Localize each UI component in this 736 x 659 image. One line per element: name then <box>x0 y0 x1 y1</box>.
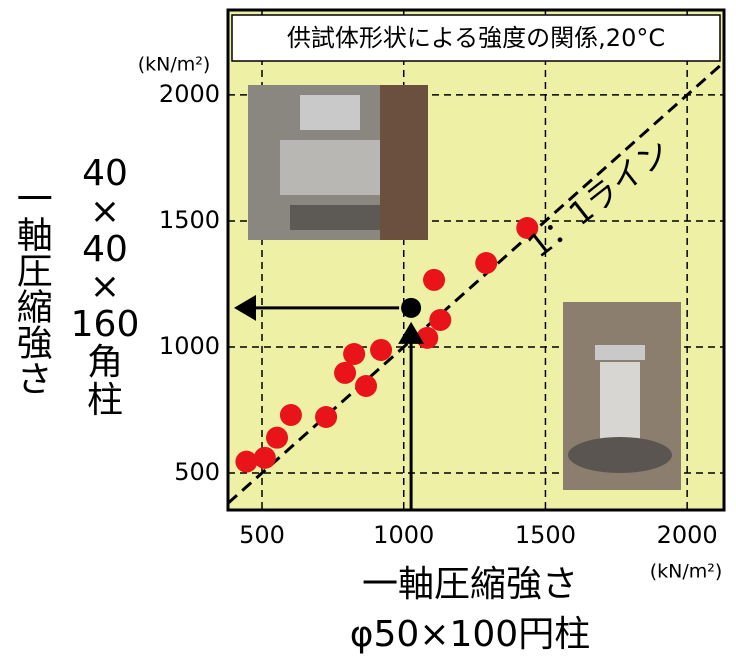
point <box>343 343 365 365</box>
point <box>429 309 451 331</box>
highlight-point <box>401 298 421 318</box>
point <box>355 375 377 397</box>
point <box>334 362 356 384</box>
photo-part <box>280 140 385 195</box>
x-tick-label: 500 <box>239 521 285 549</box>
y-tick-label: 500 <box>174 458 220 486</box>
point <box>475 252 497 274</box>
photo-part <box>380 85 428 240</box>
point <box>280 404 302 426</box>
photo-part <box>600 362 640 440</box>
photo-part <box>300 95 360 130</box>
photo-prism-test <box>248 85 428 240</box>
x-tick-label: 1500 <box>515 521 576 549</box>
y-tick-label: 1000 <box>159 332 220 360</box>
point <box>266 427 288 449</box>
point <box>315 406 337 428</box>
x-axis-label: 一軸圧縮強さ <box>362 564 578 605</box>
y-tick-label: 1500 <box>159 206 220 234</box>
chart-title: 供試体形状による強度の関係,20°C <box>287 24 665 52</box>
y-tick-label: 2000 <box>159 80 220 108</box>
point <box>423 269 445 291</box>
point <box>370 339 392 361</box>
point <box>235 451 257 473</box>
photo-cylinder-test <box>563 302 681 490</box>
photo-part <box>595 345 645 360</box>
y-axis-label: 一軸圧縮強さ <box>12 180 50 396</box>
x-tick-label: 2000 <box>657 521 718 549</box>
y-unit: (kN/m²) <box>138 54 211 76</box>
x-axis-label-2: φ50×100円柱 <box>350 614 590 655</box>
point <box>254 447 276 469</box>
x-tick-label: 1000 <box>373 521 434 549</box>
photo-part <box>568 437 672 473</box>
page: {"chart_data": { "type": "scatter", "tit… <box>0 0 736 659</box>
x-unit: (kN/m²) <box>650 561 723 583</box>
